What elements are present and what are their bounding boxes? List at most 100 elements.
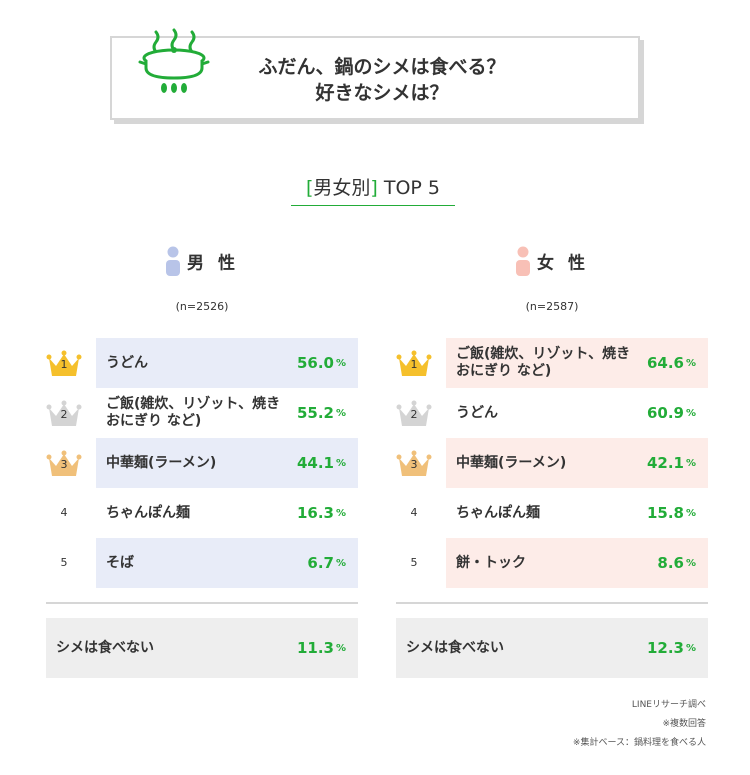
percent-sign: % [685, 642, 696, 654]
value-number: 16.3 [296, 504, 334, 522]
male-heading: 男 性 [46, 246, 358, 276]
item-value: 64.6% [647, 338, 696, 388]
no-shime-value: 11.3% [297, 618, 346, 678]
row-cell: ご飯(雑炊、リゾット、焼きおにぎり など) 64.6% [446, 338, 708, 388]
divider [46, 602, 358, 604]
value-number: 55.2 [296, 404, 334, 422]
table-row: 5 そば 6.7% [46, 538, 358, 588]
item-value: 42.1% [647, 438, 696, 488]
value-number: 6.7 [307, 554, 334, 572]
female-person-icon [516, 246, 531, 276]
page-title: ふだん、鍋のシメは食べる？ 好きなシメは？ [232, 54, 532, 106]
table-row: 1 うどん 56.0% [46, 338, 358, 388]
item-value: 44.1% [297, 438, 346, 488]
row-cell: ちゃんぽん麺 16.3% [96, 488, 358, 538]
value-number: 56.0 [296, 354, 334, 372]
value-number: 64.6 [646, 354, 684, 372]
percent-sign: % [685, 357, 696, 369]
percent-sign: % [335, 407, 346, 419]
rank-marker: 5 [396, 538, 432, 588]
item-label: ちゃんぽん麺 [106, 504, 190, 521]
rank-marker: 4 [396, 488, 432, 538]
percent-sign: % [335, 457, 346, 469]
item-label: ご飯(雑炊、リゾット、焼きおにぎり など) [456, 346, 631, 379]
value-number: 15.8 [646, 504, 684, 522]
rank-number: 2 [410, 408, 418, 421]
table-row: 3 中華麺(ラーメン) 44.1% [46, 438, 358, 488]
rank-number: 5 [410, 556, 418, 569]
rank-crown-icon: 1 [46, 338, 82, 388]
row-cell: そば 6.7% [96, 538, 358, 588]
percent-sign: % [335, 557, 346, 569]
table-row: 1 ご飯(雑炊、リゾット、焼きおにぎり など) 64.6% [396, 338, 708, 388]
multiple-answer-note: ※複数回答 [662, 719, 706, 729]
item-label: 餅・トック [456, 554, 526, 571]
rank-number: 2 [60, 408, 68, 421]
rank-number: 4 [60, 506, 68, 519]
item-value: 60.9% [647, 388, 696, 438]
value-number: 8.6 [657, 554, 684, 572]
table-row: 3 中華麺(ラーメン) 42.1% [396, 438, 708, 488]
subtitle-bracket-open: [ [305, 177, 314, 199]
male-person-icon [166, 246, 181, 276]
table-row: 2 ご飯(雑炊、リゾット、焼きおにぎり など) 55.2% [46, 388, 358, 438]
item-label: 中華麺(ラーメン) [456, 454, 567, 471]
item-value: 55.2% [297, 388, 346, 438]
item-value: 56.0% [297, 338, 346, 388]
rank-number: 3 [60, 458, 68, 471]
no-shime-row: シメは食べない 11.3% [46, 618, 358, 678]
male-sample-size: (n=2526) [175, 300, 229, 313]
row-cell: 餅・トック 8.6% [446, 538, 708, 588]
rank-crown-icon: 2 [396, 388, 432, 438]
rank-number: 4 [410, 506, 418, 519]
row-cell: うどん 60.9% [446, 388, 708, 438]
subtitle: [男女別] TOP 5 [291, 176, 455, 206]
rank-crown-icon: 2 [46, 388, 82, 438]
table-row: 4 ちゃんぽん麺 16.3% [46, 488, 358, 538]
subtitle-bracket-close: ] [370, 177, 378, 199]
hotpot-icon [138, 28, 210, 93]
rank-number: 1 [410, 358, 418, 371]
source-notes: LINEリサーチ調べ ※複数回答 ※集計ベース：鍋料理を食べる人 [573, 696, 706, 753]
percent-sign: % [685, 407, 696, 419]
percent-sign: % [685, 507, 696, 519]
item-value: 6.7% [307, 538, 346, 588]
item-label: うどん [106, 354, 148, 371]
rank-crown-icon: 3 [396, 438, 432, 488]
divider [396, 602, 708, 604]
item-label: ご飯(雑炊、リゾット、焼きおにぎり など) [106, 396, 281, 429]
source-note: LINEリサーチ調べ [631, 700, 706, 710]
value-number: 60.9 [646, 404, 684, 422]
value-number: 12.3 [646, 639, 684, 657]
female-heading: 女 性 [396, 246, 708, 276]
rank-number: 3 [410, 458, 418, 471]
percent-sign: % [335, 642, 346, 654]
percent-sign: % [335, 507, 346, 519]
rank-number: 5 [60, 556, 68, 569]
item-value: 16.3% [297, 488, 346, 538]
item-label: ちゃんぽん麺 [456, 504, 540, 521]
value-number: 42.1 [646, 454, 684, 472]
row-cell: ご飯(雑炊、リゾット、焼きおにぎり など) 55.2% [96, 388, 358, 438]
row-cell: うどん 56.0% [96, 338, 358, 388]
female-label: 女 性 [537, 253, 589, 274]
item-label: 中華麺(ラーメン) [106, 454, 217, 471]
base-note: ※集計ベース：鍋料理を食べる人 [572, 738, 706, 748]
item-value: 15.8% [647, 488, 696, 538]
rank-marker: 4 [46, 488, 82, 538]
rank-crown-icon: 1 [396, 338, 432, 388]
no-shime-label: シメは食べない [56, 639, 154, 656]
row-cell: 中華麺(ラーメン) 42.1% [446, 438, 708, 488]
title-line-2: 好きなシメは？ [315, 82, 449, 104]
male-label: 男 性 [187, 253, 239, 274]
row-cell: 中華麺(ラーメン) 44.1% [96, 438, 358, 488]
rank-crown-icon: 3 [46, 438, 82, 488]
no-shime-label: シメは食べない [406, 639, 504, 656]
subtitle-suffix: TOP 5 [377, 177, 441, 199]
item-label: そば [106, 554, 134, 571]
female-sample-size: (n=2587) [525, 300, 579, 313]
title-line-1: ふだん、鍋のシメは食べる？ [258, 56, 506, 78]
no-shime-row: シメは食べない 12.3% [396, 618, 708, 678]
subtitle-text: 男女別 [313, 177, 371, 199]
table-row: 4 ちゃんぽん麺 15.8% [396, 488, 708, 538]
